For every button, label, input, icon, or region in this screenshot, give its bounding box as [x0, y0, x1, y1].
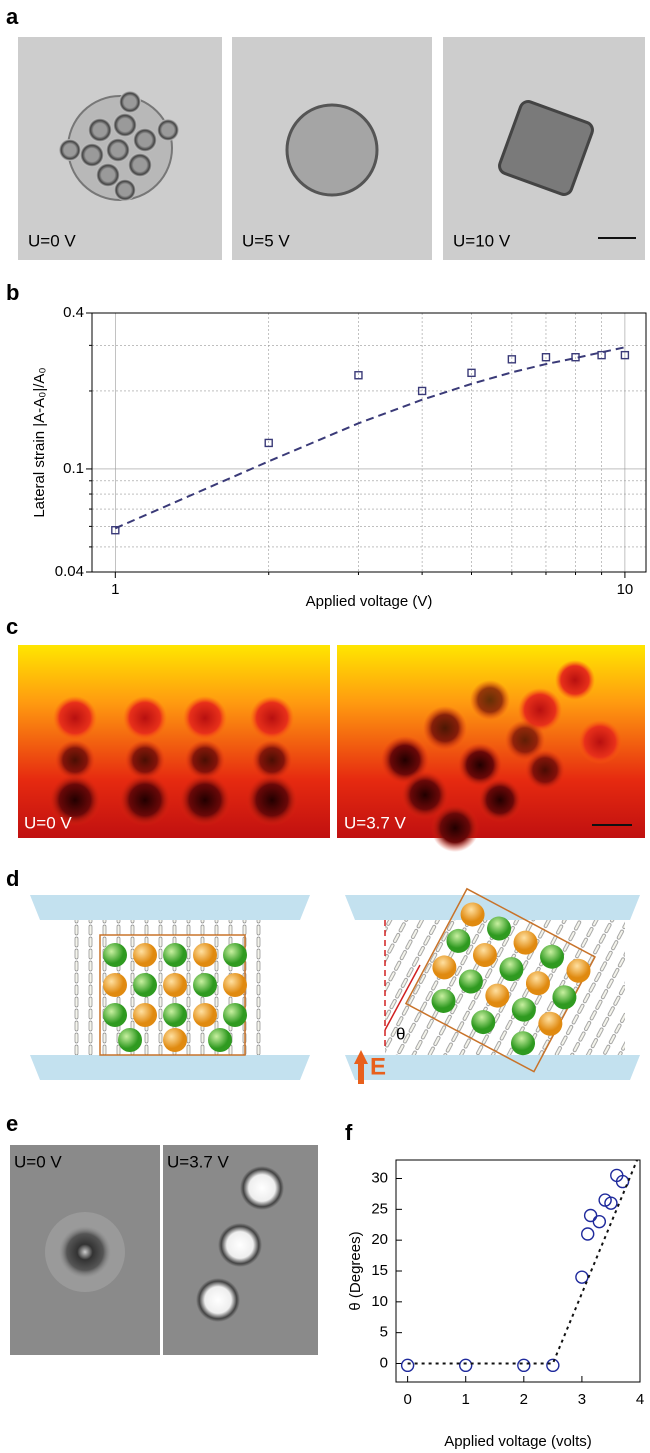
caption: U=3.7 V — [167, 1152, 230, 1171]
fit-line — [115, 347, 625, 528]
y-tick-label: 0.1 — [63, 460, 84, 477]
y-axis-label: Lateral strain |A-A₀|/A₀ — [31, 367, 48, 517]
y-tick-label: 15 — [371, 1262, 388, 1279]
data-point — [460, 1359, 472, 1371]
x-tick-label: 0 — [403, 1391, 411, 1408]
y-tick-label: 10 — [371, 1293, 388, 1310]
caption: U=10 V — [453, 231, 511, 250]
y-tick-label: 30 — [371, 1169, 388, 1186]
x-tick-label: 3 — [578, 1391, 586, 1408]
figure: a b c d e f U=0 V U=5 V U=10 V U=0 V U=3… — [0, 0, 650, 1453]
y-tick-label: 0.4 — [63, 304, 84, 321]
y-tick-label: 0 — [380, 1354, 388, 1371]
caption: U=3.7 V — [344, 813, 407, 832]
caption: U=0 V — [14, 1152, 62, 1171]
fit-line — [408, 1160, 637, 1364]
caption: U=0 V — [28, 231, 76, 250]
data-point — [402, 1359, 414, 1371]
data-point — [593, 1216, 605, 1228]
x-tick-label: 4 — [636, 1391, 644, 1408]
panel-label: a — [6, 4, 19, 29]
y-tick-label: 0.04 — [55, 563, 84, 580]
panel-label: b — [6, 280, 19, 305]
plot-frame — [92, 313, 646, 572]
y-tick-label: 5 — [380, 1324, 388, 1341]
annotation: θ — [396, 1024, 405, 1043]
x-axis-label: Applied voltage (V) — [306, 593, 433, 610]
panel-label: d — [6, 866, 19, 891]
panel-label: f — [345, 1120, 353, 1145]
data-point — [585, 1210, 597, 1222]
plot-frame — [396, 1160, 640, 1382]
x-tick-label: 1 — [462, 1391, 470, 1408]
panel-a-images — [18, 37, 645, 260]
data-point — [518, 1359, 530, 1371]
caption: U=0 V — [24, 813, 72, 832]
y-axis-label: θ (Degrees) — [347, 1231, 364, 1310]
y-tick-label: 20 — [371, 1231, 388, 1248]
x-tick-label: 1 — [111, 581, 119, 598]
panel-d-illustrations — [30, 889, 640, 1084]
y-tick-label: 25 — [371, 1200, 388, 1217]
panel-label: c — [6, 614, 18, 639]
annotation: E — [370, 1053, 386, 1080]
x-tick-label: 2 — [520, 1391, 528, 1408]
x-tick-label: 10 — [617, 581, 634, 598]
panel-c-images — [18, 645, 645, 852]
panel-label: e — [6, 1111, 18, 1136]
x-axis-label: Applied voltage (volts) — [444, 1433, 592, 1450]
panel-e-images — [10, 1145, 318, 1355]
data-point — [582, 1228, 594, 1240]
caption: U=5 V — [242, 231, 290, 250]
